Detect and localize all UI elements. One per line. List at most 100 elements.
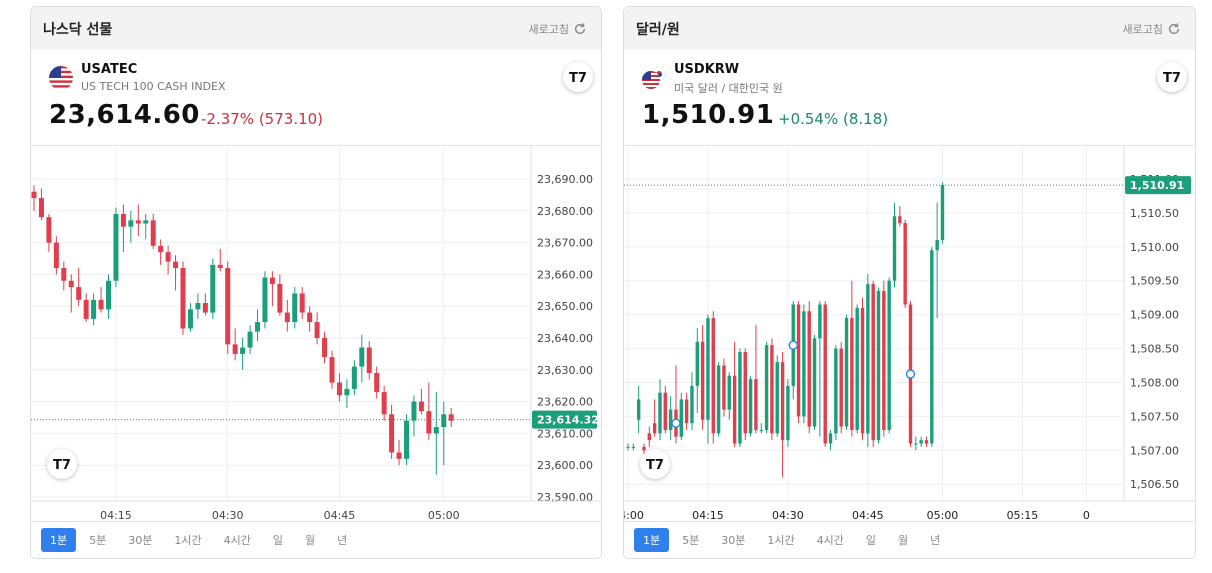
interval-tabs: 1분 5분 30분 1시간 4시간 일 월 년 xyxy=(31,521,601,558)
candle-body xyxy=(143,220,149,224)
candle-body xyxy=(31,191,37,199)
candle-body xyxy=(631,446,636,448)
candle-body xyxy=(299,293,305,313)
candle-body xyxy=(173,261,179,269)
us-flag-icon xyxy=(49,66,73,90)
candle-body xyxy=(411,401,417,421)
candle-body xyxy=(919,440,923,444)
candle-body xyxy=(262,277,268,323)
svg-text:T7: T7 xyxy=(1163,71,1181,86)
candle-body xyxy=(61,268,67,281)
candle-body xyxy=(690,385,694,424)
event-marker[interactable] xyxy=(905,369,916,379)
candle-body xyxy=(727,375,731,410)
candlestick-chart[interactable]: 1,511.001,510.501,510.001,509.501,509.00… xyxy=(624,145,1195,524)
price-chart[interactable]: 1,511.001,510.501,510.001,509.501,509.00… xyxy=(624,145,1195,524)
refresh-button[interactable]: 새로고침 xyxy=(529,21,587,37)
y-tick-label: 23,670.00 xyxy=(537,237,593,250)
y-tick-label: 1,510.00 xyxy=(1130,241,1179,254)
candle-body xyxy=(180,268,186,329)
interval-tab[interactable]: 일 xyxy=(865,534,876,547)
interval-tab[interactable]: 1시간 xyxy=(174,534,202,547)
tradingview-watermark-icon[interactable]: T7 xyxy=(640,449,670,479)
candle-body xyxy=(802,311,806,417)
candle-body xyxy=(359,347,365,367)
interval-tab[interactable]: 5분 xyxy=(89,534,107,547)
candle-body xyxy=(636,399,641,420)
candle-body xyxy=(269,277,275,284)
candle-body xyxy=(716,365,721,434)
candle-body xyxy=(240,347,246,354)
candle-body xyxy=(389,414,395,453)
tradingview-logo-icon[interactable]: T7 xyxy=(1157,62,1187,92)
event-marker[interactable] xyxy=(671,418,681,428)
candle-body xyxy=(652,423,657,434)
interval-tab[interactable]: 30분 xyxy=(721,534,746,547)
y-tick-label: 23,660.00 xyxy=(537,268,593,281)
interval-tab[interactable]: 년 xyxy=(930,534,941,547)
y-tick-label: 23,610.00 xyxy=(537,427,593,440)
usd-krw-card: 달러/원 새로고침 USDKRW 미국 달러 / 대한민국 원 1,510.91… xyxy=(623,6,1196,559)
candle-body xyxy=(818,304,822,339)
interval-tab[interactable]: 1분 xyxy=(634,528,670,552)
interval-tab[interactable]: 30분 xyxy=(128,534,153,547)
candle-body xyxy=(732,375,737,444)
y-tick-label: 1,507.50 xyxy=(1130,410,1179,423)
tradingview-logo-icon[interactable]: T7 xyxy=(563,62,593,92)
candle-body xyxy=(930,250,934,444)
interval-tab[interactable]: 일 xyxy=(272,534,283,547)
candle-body xyxy=(658,392,662,434)
interval-tab[interactable]: 월 xyxy=(898,534,909,547)
interval-tab[interactable]: 4시간 xyxy=(223,534,251,547)
candle-body xyxy=(743,351,747,434)
y-tick-label: 23,600.00 xyxy=(537,459,593,472)
candle-body xyxy=(663,392,668,430)
candle-body xyxy=(839,348,843,427)
tradingview-watermark-icon[interactable]: T7 xyxy=(47,449,77,479)
candle-body xyxy=(642,446,646,451)
candle-body xyxy=(225,268,231,345)
refresh-button[interactable]: 새로고침 xyxy=(1123,21,1181,37)
x-tick-label: 05:00 xyxy=(927,509,959,522)
x-tick-label: 04:30 xyxy=(772,509,804,522)
refresh-icon xyxy=(1168,23,1180,35)
candle-body xyxy=(202,303,208,313)
candle-body xyxy=(786,385,790,441)
interval-tab[interactable]: 5분 xyxy=(682,534,700,547)
candle-body xyxy=(128,220,134,227)
y-tick-label: 23,590.00 xyxy=(537,491,593,504)
refresh-label: 새로고침 xyxy=(1122,23,1163,36)
interval-tab[interactable]: 월 xyxy=(305,534,316,547)
candle-body xyxy=(876,290,881,441)
svg-text:T7: T7 xyxy=(646,458,664,473)
candle-body xyxy=(418,401,424,412)
interval-tab[interactable]: 년 xyxy=(337,534,348,547)
candle-body xyxy=(150,220,156,246)
candle-body xyxy=(903,223,907,305)
candle-body xyxy=(892,216,897,281)
y-tick-label: 1,508.00 xyxy=(1130,376,1179,389)
candlestick-chart[interactable]: 23,690.00 23,680.00 23,670.00 23,660.00 23,6… xyxy=(31,145,601,524)
candle-body xyxy=(120,213,126,227)
y-tick-label: 23,620.00 xyxy=(537,396,593,409)
candle-body xyxy=(871,284,875,441)
current-price: 1,510.91 xyxy=(642,100,775,130)
interval-tab[interactable]: 4시간 xyxy=(816,534,844,547)
interval-tab[interactable]: 1분 xyxy=(41,528,77,552)
y-tick-label: 23,680.00 xyxy=(537,205,593,218)
candle-body xyxy=(76,287,82,300)
candle-body xyxy=(396,452,402,459)
last-price-label: 23,614.32 xyxy=(537,414,599,427)
candle-body xyxy=(850,318,854,430)
candle-body xyxy=(722,365,726,410)
symbol-code: USATEC xyxy=(81,62,138,77)
interval-tab[interactable]: 1시간 xyxy=(767,534,795,547)
price-chart[interactable]: 23,690.00 23,680.00 23,670.00 23,660.00 23,6… xyxy=(31,145,601,524)
candle-body xyxy=(344,388,350,396)
symbol-code: USDKRW xyxy=(674,62,740,77)
candle-body xyxy=(314,322,320,338)
event-marker[interactable] xyxy=(788,340,798,350)
x-tick-label: 04:15 xyxy=(100,509,132,522)
x-tick-label: 04:45 xyxy=(324,509,356,522)
candle-body xyxy=(195,303,201,310)
